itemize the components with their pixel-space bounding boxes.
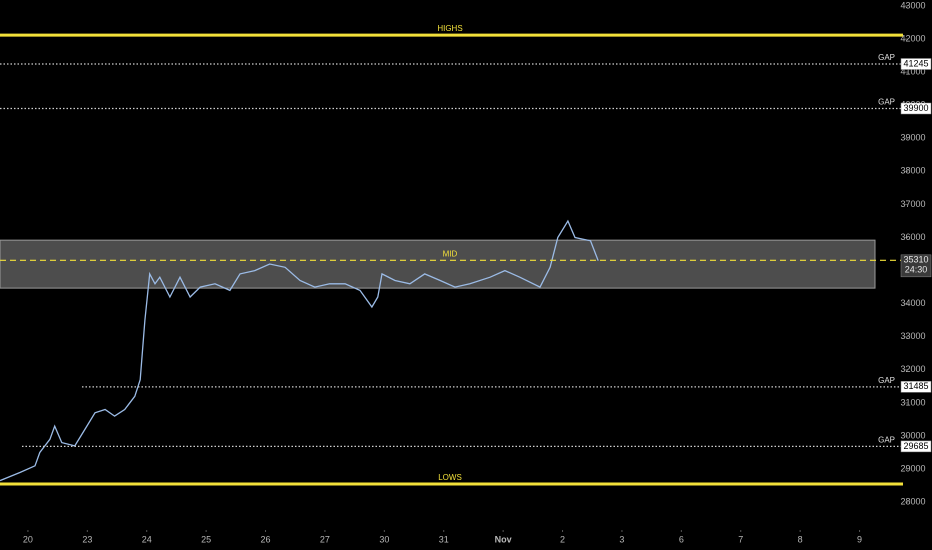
x-tick-label: 25 bbox=[201, 534, 211, 544]
x-tick-label: 20 bbox=[23, 534, 33, 544]
y-tick-label: 33000 bbox=[900, 331, 925, 341]
range-zone bbox=[0, 239, 876, 289]
level-label: GAP bbox=[878, 436, 895, 445]
x-tick-label: 8 bbox=[798, 534, 803, 544]
x-tick-label: 31 bbox=[439, 534, 449, 544]
level-value: 41245 bbox=[903, 58, 928, 68]
y-tick-label: 38000 bbox=[900, 166, 925, 176]
price-line bbox=[0, 219, 599, 482]
level-value: 29685 bbox=[903, 441, 928, 451]
y-tick-label: 31000 bbox=[900, 397, 925, 407]
x-tick-label: 7 bbox=[738, 534, 743, 544]
y-tick-label: 28000 bbox=[900, 497, 925, 507]
x-tick-label: 2 bbox=[560, 534, 565, 544]
y-tick-label: 29000 bbox=[900, 463, 925, 473]
x-tick-label: 3 bbox=[619, 534, 624, 544]
y-tick-label: 36000 bbox=[900, 232, 925, 242]
x-tick-label: 9 bbox=[857, 534, 862, 544]
level-label: GAP bbox=[878, 98, 895, 107]
level-value: 35310 bbox=[903, 255, 928, 265]
level-label: HIGHS bbox=[437, 24, 462, 33]
level-value-box bbox=[900, 102, 932, 115]
x-tick-label: 6 bbox=[679, 534, 684, 544]
level-label: GAP bbox=[878, 53, 895, 62]
x-tick-label: 24 bbox=[142, 534, 152, 544]
x-tick-label: 26 bbox=[261, 534, 271, 544]
level-label: GAP bbox=[878, 376, 895, 385]
level-value: 31485 bbox=[903, 381, 928, 391]
level-value-box bbox=[900, 440, 932, 453]
level-label: LOWS bbox=[438, 473, 462, 482]
x-tick-label: 23 bbox=[82, 534, 92, 544]
level-value-box bbox=[900, 58, 932, 70]
y-tick-label: 30000 bbox=[900, 430, 925, 440]
level-value-box bbox=[900, 381, 932, 393]
y-tick-label: 41000 bbox=[900, 66, 925, 76]
y-tick-label: 39000 bbox=[900, 133, 925, 143]
y-tick-label: 37000 bbox=[900, 199, 925, 209]
level-value-box bbox=[900, 254, 932, 278]
level-value: 39900 bbox=[903, 103, 928, 113]
x-tick-label: Nov bbox=[495, 534, 512, 544]
x-tick-label: 27 bbox=[320, 534, 330, 544]
countdown: 24:30 bbox=[905, 265, 928, 275]
y-tick-label: 42000 bbox=[900, 33, 925, 43]
x-tick-label: 30 bbox=[379, 534, 389, 544]
y-tick-label: 34000 bbox=[900, 298, 925, 308]
level-label: MID bbox=[443, 249, 458, 258]
y-tick-label: 32000 bbox=[900, 364, 925, 374]
y-tick-label: 43000 bbox=[900, 0, 925, 10]
